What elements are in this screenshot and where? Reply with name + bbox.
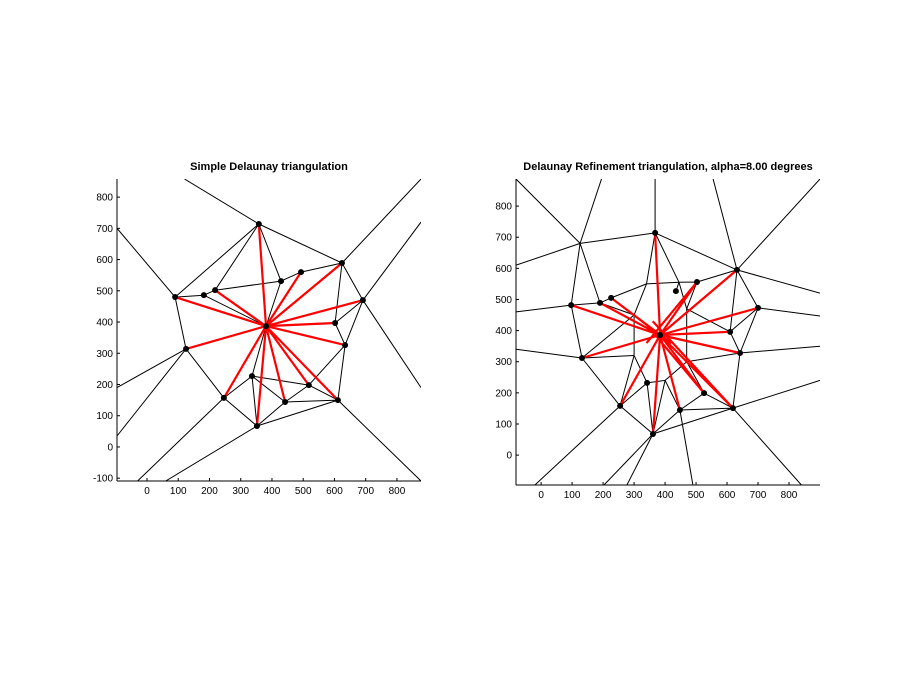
plot-area xyxy=(516,179,820,485)
vertex xyxy=(305,382,312,389)
x-tick-label: 700 xyxy=(750,490,767,501)
vertex xyxy=(672,288,679,295)
vertex xyxy=(701,390,708,397)
vertex xyxy=(737,350,744,357)
x-tick-label: 800 xyxy=(389,486,406,497)
vertex xyxy=(278,278,285,285)
vertex xyxy=(263,323,270,330)
y-tick-label: 700 xyxy=(96,224,113,235)
x-tick-label: 500 xyxy=(688,490,705,501)
y-tick-label: 200 xyxy=(96,380,113,391)
y-tick-label: 800 xyxy=(495,202,512,213)
vertex xyxy=(359,297,366,304)
y-tick-label: 600 xyxy=(495,264,512,275)
plot: Simple Delaunay triangulation 0 100 200 300 4… xyxy=(93,161,421,497)
x-tick-label: 700 xyxy=(357,486,374,497)
vertex xyxy=(298,269,305,276)
vertex xyxy=(338,260,345,267)
x-tick-label: 0 xyxy=(144,486,150,497)
edges xyxy=(117,179,421,481)
vertex xyxy=(220,394,227,401)
vertex xyxy=(253,423,260,430)
vertex xyxy=(332,319,339,326)
y-tick-label: 0 xyxy=(107,442,113,453)
vertex xyxy=(693,279,700,286)
chart-title: Delaunay Refinement triangulation, alpha… xyxy=(523,161,812,173)
vertex xyxy=(657,331,664,338)
y-tick-label: 100 xyxy=(495,419,512,430)
vertex xyxy=(183,345,190,352)
vertex xyxy=(248,373,255,380)
vertex xyxy=(172,294,179,301)
x-tick-label: 400 xyxy=(657,490,674,501)
vertex xyxy=(608,294,615,301)
y-tick-label: 100 xyxy=(96,411,113,422)
vertex xyxy=(212,287,219,294)
vertex xyxy=(644,379,651,386)
vertex xyxy=(334,397,341,404)
vertex xyxy=(342,342,349,349)
vertex xyxy=(255,220,262,227)
vertex xyxy=(676,406,683,413)
x-tick-label: 400 xyxy=(264,486,281,497)
y-tick-label: 300 xyxy=(495,357,512,368)
x-tick-label: 100 xyxy=(564,490,581,501)
vertex xyxy=(579,354,586,361)
vertex xyxy=(596,299,603,306)
y-tick-label: 500 xyxy=(96,286,113,297)
chart-title: Simple Delaunay triangulation xyxy=(190,161,348,173)
x-tick-label: 300 xyxy=(626,490,643,501)
vertex xyxy=(617,402,624,409)
y-tick-label: 200 xyxy=(495,388,512,399)
y-tick-label: 500 xyxy=(495,295,512,306)
y-tick-label: 0 xyxy=(506,451,512,462)
x-tick-label: 200 xyxy=(595,490,612,501)
x-tick-label: 100 xyxy=(170,486,187,497)
x-tick-label: 600 xyxy=(326,486,343,497)
edges xyxy=(570,232,759,434)
y-tick-label: 400 xyxy=(96,318,113,329)
edges xyxy=(174,223,364,427)
y-tick-label: 600 xyxy=(96,255,113,266)
y-tick-label: 300 xyxy=(96,349,113,360)
y-tick-label: -100 xyxy=(93,474,113,485)
vertex xyxy=(652,229,659,236)
x-tick-label: 200 xyxy=(201,486,218,497)
plot-area xyxy=(117,179,421,481)
vertex xyxy=(200,292,207,299)
x-tick-label: 800 xyxy=(781,490,798,501)
plot: Delaunay Refinement triangulation, alpha… xyxy=(495,161,820,501)
y-tick-label: 700 xyxy=(495,233,512,244)
x-tick-label: 0 xyxy=(538,490,544,501)
vertex xyxy=(649,430,656,437)
x-tick-label: 300 xyxy=(232,486,249,497)
vertex xyxy=(733,266,740,273)
y-tick-label: 400 xyxy=(495,326,512,337)
vertex xyxy=(755,304,762,311)
x-tick-label: 500 xyxy=(295,486,312,497)
x-tick-label: 600 xyxy=(719,490,736,501)
vertex xyxy=(282,398,289,405)
vertex xyxy=(729,405,736,412)
y-tick-label: 800 xyxy=(96,193,113,204)
vertex xyxy=(568,302,575,309)
vertex xyxy=(727,328,734,335)
